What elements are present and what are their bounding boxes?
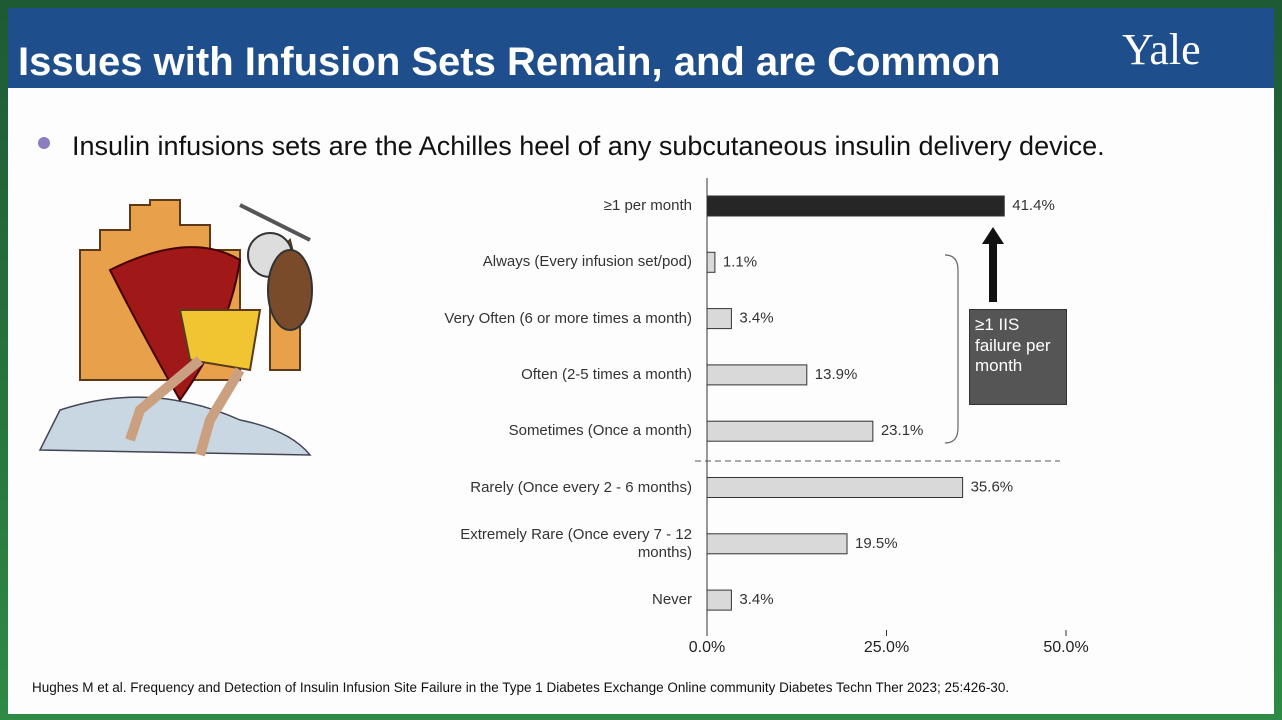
value-label: 41.4% (1012, 197, 1055, 214)
category-label: ≥1 per month (603, 197, 692, 214)
category-label: Never (651, 591, 692, 609)
bar (706, 420, 874, 442)
category-label: Very Often (6 or more times a month) (444, 309, 692, 327)
x-tick-label: 50.0% (1043, 639, 1088, 656)
category-label: Always (Every infusion set/pod) (482, 253, 692, 271)
logo: Yale (1122, 25, 1201, 74)
value-label: 3.4% (739, 591, 773, 608)
bullet-text: Insulin infusions sets are the Achilles … (72, 131, 1105, 161)
x-tick-label: 25.0% (864, 639, 909, 656)
bar (706, 477, 964, 498)
x-tick-label: 0.0% (689, 639, 725, 656)
value-label: 35.6% (971, 478, 1014, 495)
title-bar (8, 8, 1274, 88)
category-label: Rarely (Once every 2 - 6 months) (470, 478, 692, 496)
bullet-dot (38, 137, 50, 149)
category-label: Often (2-5 times a month) (521, 365, 692, 383)
category-label: Extremely Rare (Once every 7 - 12 months… (460, 525, 692, 561)
bar (706, 195, 1005, 217)
bar (706, 308, 732, 330)
annotation-box: ≥1 IIS failure per month (969, 309, 1067, 405)
citation: Hughes M et al. Frequency and Detection … (32, 680, 1010, 695)
value-label: 13.9% (815, 366, 858, 383)
illustration (38, 199, 313, 457)
bar (706, 589, 732, 611)
bar (706, 533, 848, 555)
arrow-head (982, 227, 1004, 244)
bar (706, 251, 716, 273)
slide-title: Issues with Infusion Sets Remain, and ar… (18, 40, 1001, 84)
bar (706, 364, 808, 386)
value-label: 3.4% (739, 310, 773, 327)
bracket (944, 254, 959, 444)
category-label: Sometimes (Once a month) (508, 422, 692, 440)
value-label: 23.1% (881, 422, 924, 439)
value-label: 1.1% (723, 253, 757, 270)
value-label: 19.5% (855, 535, 898, 552)
